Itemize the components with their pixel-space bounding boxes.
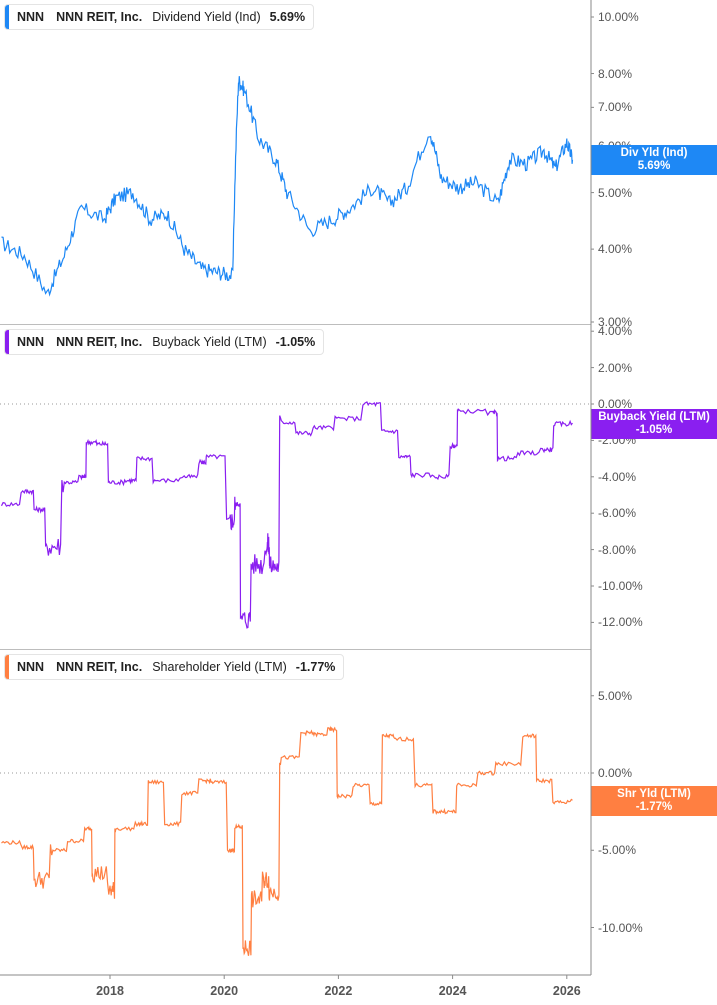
tag-value: -1.77%	[635, 801, 673, 813]
y-tick-label: 5.00%	[598, 688, 633, 703]
dividend-value-tag: Div Yld (Ind) 5.69%	[591, 145, 717, 175]
y-tick-label: -8.00%	[598, 542, 637, 557]
tag-label: Buyback Yield (LTM)	[598, 411, 710, 423]
y-tick-label: 2.00%	[598, 360, 633, 375]
dividend-yield-panel: NNN NNN REIT, Inc. Dividend Yield (Ind) …	[0, 0, 717, 329]
panel-divider	[0, 649, 591, 650]
y-tick-label: 8.00%	[598, 66, 633, 81]
series-color-swatch	[5, 330, 9, 354]
buyback-legend[interactable]: NNN NNN REIT, Inc. Buyback Yield (LTM) -…	[4, 329, 325, 355]
y-tick-label: 10.00%	[598, 10, 639, 24]
x-tick-label: 2026	[552, 984, 581, 998]
x-tick-label: 2018	[96, 984, 124, 998]
y-tick-label: 4.00%	[598, 242, 633, 257]
panel-divider	[0, 324, 591, 325]
tag-value: 5.69%	[637, 160, 671, 172]
legend-ticker: NNN	[17, 335, 45, 349]
x-tick-label: 2020	[210, 984, 239, 998]
legend-company: NNN REIT, Inc.	[56, 660, 143, 674]
tag-label: Shr Yld (LTM)	[617, 788, 691, 800]
buyback-value-tag: Buyback Yield (LTM) -1.05%	[591, 409, 717, 439]
shareholder-yield-ltm-line	[1, 725, 573, 956]
series-color-swatch	[5, 655, 9, 679]
legend-metric: Shareholder Yield (LTM)	[152, 660, 287, 674]
buyback-yield-panel: NNN NNN REIT, Inc. Buyback Yield (LTM) -…	[0, 325, 717, 650]
dividend-legend[interactable]: NNN NNN REIT, Inc. Dividend Yield (Ind) …	[4, 4, 315, 30]
legend-company: NNN REIT, Inc.	[56, 10, 143, 24]
x-tick-label: 2024	[438, 984, 467, 998]
buyback-yield-ltm-line	[0, 401, 573, 629]
legend-metric: Buyback Yield (LTM)	[152, 335, 267, 349]
y-tick-label: -6.00%	[598, 506, 637, 521]
y-tick-label: 0.00%	[598, 397, 633, 411]
y-tick-label: 3.00%	[598, 315, 633, 329]
dividend-yield-ind-line	[1, 76, 574, 297]
tag-value: -1.05%	[635, 424, 673, 436]
legend-ticker: NNN	[17, 10, 45, 24]
y-tick-label: -5.00%	[598, 843, 637, 858]
shareholder-yield-plot	[0, 695, 594, 956]
shareholder-value-tag: Shr Yld (LTM) -1.77%	[591, 786, 717, 816]
legend-metric: Dividend Yield (Ind)	[152, 10, 261, 24]
x-tick-label: 2022	[324, 984, 353, 998]
legend-value: 5.69%	[269, 10, 306, 24]
legend-value: -1.77%	[295, 660, 336, 674]
series-color-swatch	[5, 5, 9, 29]
y-tick-label: 4.00%	[598, 324, 633, 339]
legend-company: NNN REIT, Inc.	[56, 335, 143, 349]
y-tick-label: 7.00%	[598, 100, 633, 115]
y-tick-label: -4.00%	[598, 469, 637, 484]
legend-value: -1.05%	[275, 335, 316, 349]
y-tick-label: -10.00%	[598, 920, 643, 935]
y-tick-label: 0.00%	[598, 766, 633, 780]
y-tick-label: 5.00%	[598, 185, 633, 200]
y-tick-label: -10.00%	[598, 579, 643, 593]
y-tick-label: -12.00%	[598, 615, 643, 630]
legend-ticker: NNN	[17, 660, 45, 674]
tag-label: Div Yld (Ind)	[620, 147, 688, 159]
shareholder-yield-panel: NNN NNN REIT, Inc. Shareholder Yield (LT…	[0, 650, 717, 975]
shareholder-legend[interactable]: NNN NNN REIT, Inc. Shareholder Yield (LT…	[4, 654, 345, 680]
buyback-yield-plot	[0, 330, 594, 629]
